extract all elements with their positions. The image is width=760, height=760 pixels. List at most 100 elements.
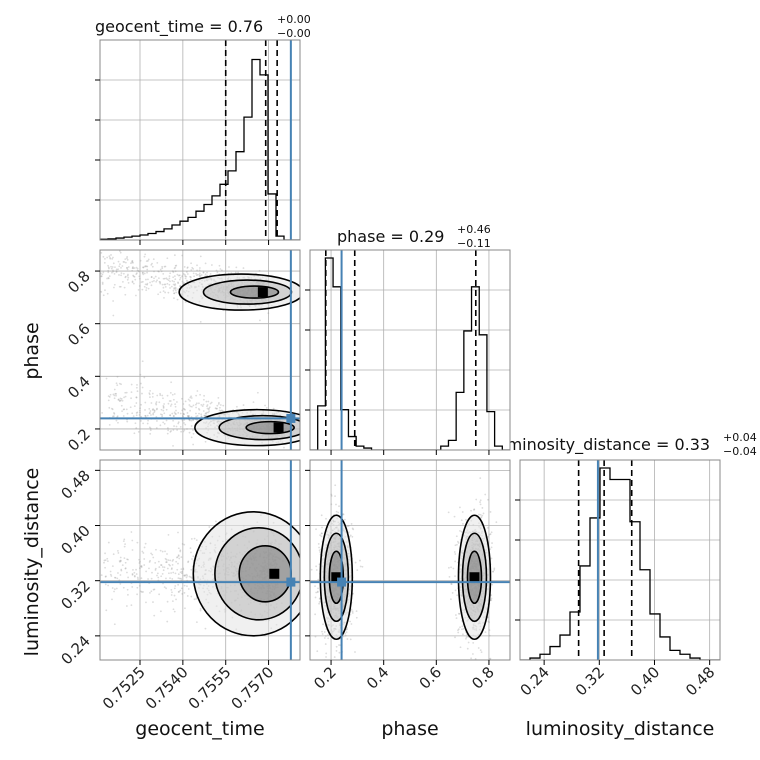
scatter-point xyxy=(317,578,320,581)
scatter-point xyxy=(192,267,195,270)
scatter-point xyxy=(159,392,161,395)
scatter-point xyxy=(157,270,160,273)
scatter-point xyxy=(173,288,176,290)
scatter-point xyxy=(192,404,195,407)
scatter-point xyxy=(185,271,188,273)
scatter-point xyxy=(191,558,193,560)
scatter-point xyxy=(140,566,143,569)
scatter-point xyxy=(189,275,191,278)
scatter-point xyxy=(136,576,139,579)
scatter-point xyxy=(173,594,176,597)
scatter-point xyxy=(126,267,128,269)
scatter-point xyxy=(152,413,155,416)
scatter-point xyxy=(487,526,489,529)
scatter-point xyxy=(161,265,164,268)
scatter-point xyxy=(177,554,180,557)
scatter-point xyxy=(119,251,122,254)
scatter-point xyxy=(490,546,493,549)
scatter-point xyxy=(155,280,158,283)
scatter-point xyxy=(133,405,136,408)
scatter-point xyxy=(208,410,211,413)
scatter-point xyxy=(325,652,328,655)
scatter-point xyxy=(106,557,109,560)
scatter-point xyxy=(186,412,189,414)
scatter-point xyxy=(159,394,162,397)
scatter-point xyxy=(182,412,185,415)
scatter-point xyxy=(314,635,317,638)
scatter-point xyxy=(107,541,110,544)
scatter-point xyxy=(115,270,118,272)
scatter-point xyxy=(207,408,210,411)
scatter-point xyxy=(162,406,165,408)
scatter-point xyxy=(172,419,175,422)
scatter-point xyxy=(118,579,121,582)
panel-frame xyxy=(309,249,511,451)
scatter-point xyxy=(333,656,336,658)
scatter-point xyxy=(104,559,107,562)
scatter-point xyxy=(177,288,180,291)
density-peak xyxy=(469,572,480,583)
scatter-point xyxy=(168,400,171,402)
scatter-point xyxy=(116,375,119,378)
scatter-point xyxy=(148,426,151,429)
scatter-point xyxy=(125,257,128,260)
scatter-point xyxy=(488,621,490,624)
scatter-point xyxy=(193,598,196,601)
scatter-point xyxy=(140,281,143,283)
scatter-point xyxy=(462,523,464,525)
scatter-point xyxy=(169,577,171,580)
scatter-point xyxy=(104,583,107,586)
scatter-point xyxy=(482,512,485,515)
scatter-point xyxy=(272,407,275,410)
scatter-point xyxy=(198,274,201,276)
scatter-point xyxy=(173,297,175,300)
scatter-point xyxy=(175,264,178,267)
scatter-point xyxy=(161,415,164,418)
scatter-point xyxy=(151,395,154,398)
scatter-point xyxy=(195,402,198,405)
scatter-point xyxy=(195,415,198,418)
scatter-point xyxy=(202,398,205,401)
scatter-point xyxy=(158,593,161,596)
scatter-point xyxy=(121,399,124,402)
scatter-point xyxy=(148,567,150,570)
scatter-point xyxy=(359,565,362,568)
scatter-point xyxy=(121,280,124,283)
scatter-point xyxy=(484,631,487,633)
scatter-point xyxy=(169,431,172,433)
scatter-point xyxy=(215,407,218,410)
scatter-point xyxy=(314,613,317,616)
scatter-point xyxy=(321,532,323,535)
scatter-point xyxy=(140,577,143,580)
scatter-point xyxy=(193,275,195,278)
scatter-point xyxy=(174,585,177,587)
scatter-point xyxy=(138,558,140,561)
scatter-point xyxy=(314,596,317,599)
scatter-point xyxy=(176,401,178,403)
scatter-point xyxy=(180,572,183,575)
scatter-point xyxy=(116,577,119,580)
scatter-point xyxy=(168,283,171,286)
scatter-point xyxy=(204,440,207,443)
scatter-point xyxy=(157,579,160,582)
scatter-point xyxy=(119,560,122,562)
scatter-point xyxy=(208,526,211,528)
scatter-point xyxy=(135,427,138,429)
scatter-point xyxy=(172,415,175,418)
scatter-point xyxy=(188,404,191,406)
scatter-point xyxy=(119,285,122,288)
scatter-point xyxy=(218,401,220,404)
scatter-point xyxy=(206,274,209,277)
scatter-point xyxy=(112,415,115,418)
scatter-point xyxy=(109,257,112,260)
scatter-point xyxy=(447,566,450,569)
scatter-point xyxy=(131,261,134,264)
scatter-point xyxy=(200,403,203,406)
scatter-point xyxy=(152,588,155,591)
scatter-point xyxy=(455,535,458,538)
scatter-point xyxy=(465,637,467,640)
scatter-point xyxy=(104,566,106,569)
scatter-point xyxy=(151,262,153,265)
scatter-point xyxy=(124,395,127,398)
scatter-point xyxy=(173,287,176,289)
